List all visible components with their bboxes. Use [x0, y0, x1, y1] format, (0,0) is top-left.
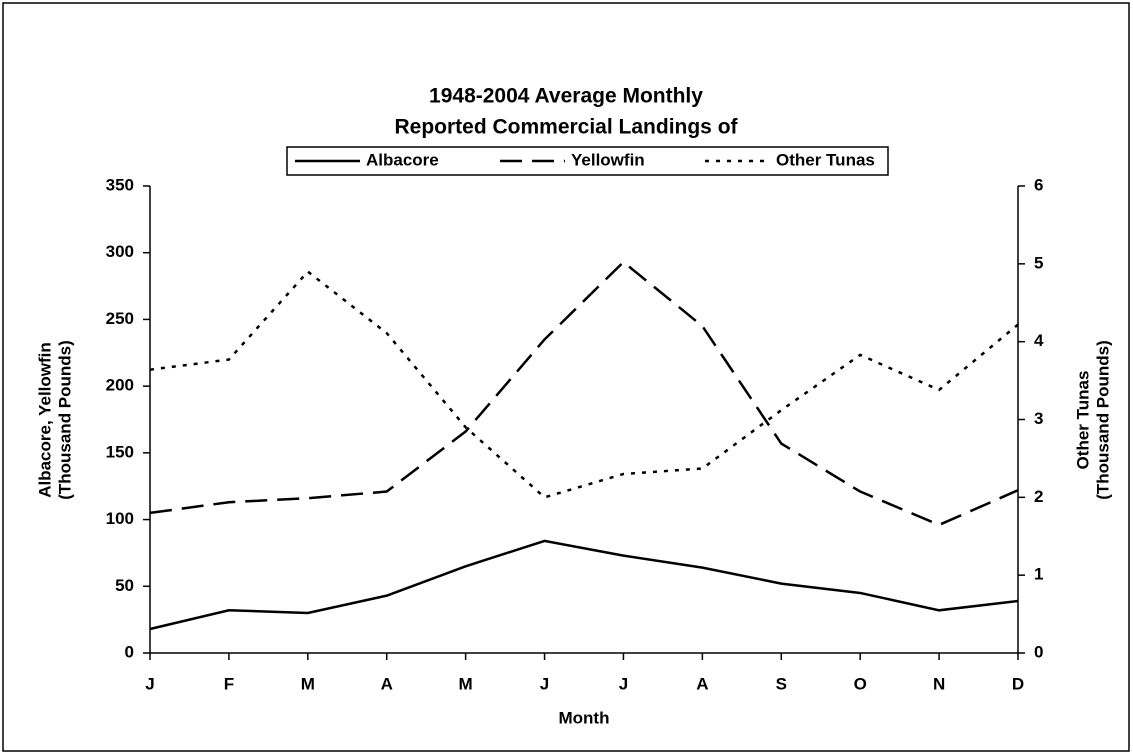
- y-axis-label-line: (Thousand Pounds): [55, 340, 74, 500]
- legend-label: Albacore: [366, 150, 439, 169]
- y2-tick-label: 6: [1034, 175, 1043, 194]
- y2-axis-label-line: Other Tunas: [1073, 371, 1092, 470]
- x-tick-label: J: [145, 674, 154, 693]
- y2-tick-label: 1: [1034, 565, 1043, 584]
- y2-tick-label: 0: [1034, 642, 1043, 661]
- y-tick-label: 200: [106, 376, 134, 395]
- chart-title: 1948-2004 Average Monthly: [429, 85, 703, 108]
- y-tick-label: 250: [106, 309, 134, 328]
- y-tick-label: 150: [106, 442, 134, 461]
- series-line: [149, 269, 1019, 499]
- y2-tick-label: 4: [1034, 331, 1044, 350]
- y2-axis-label-line: (Thousand Pounds): [1093, 340, 1112, 500]
- x-tick-label: O: [854, 674, 867, 693]
- y-tick-label: 100: [106, 509, 134, 528]
- legend-label: Yellowfin: [571, 150, 645, 169]
- chart-title: Reported Commercial Landings of: [394, 116, 738, 139]
- x-tick-label: A: [696, 674, 708, 693]
- y-tick-label: 0: [125, 642, 134, 661]
- y2-tick-label: 2: [1034, 487, 1043, 506]
- y-axis-label-line: Albacore, Yellowfin: [35, 342, 54, 498]
- legend-box: [286, 146, 889, 176]
- x-tick-label: N: [933, 674, 945, 693]
- y2-axis-label: Other Tunas (Thousand Pounds): [1073, 340, 1112, 500]
- y2-tick-label: 3: [1034, 409, 1043, 428]
- y-tick-label: 300: [106, 242, 134, 261]
- y-tick-label: 350: [106, 175, 134, 194]
- series-line: [149, 260, 1019, 527]
- y-axis-label: Albacore, Yellowfin (Thousand Pounds): [35, 340, 74, 500]
- y2-tick-label: 5: [1034, 253, 1043, 272]
- x-tick-label: J: [619, 674, 628, 693]
- y-tick-label: 50: [115, 576, 134, 595]
- x-tick-label: M: [301, 674, 315, 693]
- x-tick-label: A: [381, 674, 393, 693]
- legend-label: Other Tunas: [776, 150, 875, 169]
- x-tick-label: D: [1012, 674, 1024, 693]
- x-tick-label: J: [540, 674, 549, 693]
- x-axis-label: Month: [559, 708, 610, 727]
- x-tick-label: S: [776, 674, 787, 693]
- series-line: [149, 539, 1019, 631]
- x-tick-label: M: [459, 674, 473, 693]
- x-tick-label: F: [224, 674, 234, 693]
